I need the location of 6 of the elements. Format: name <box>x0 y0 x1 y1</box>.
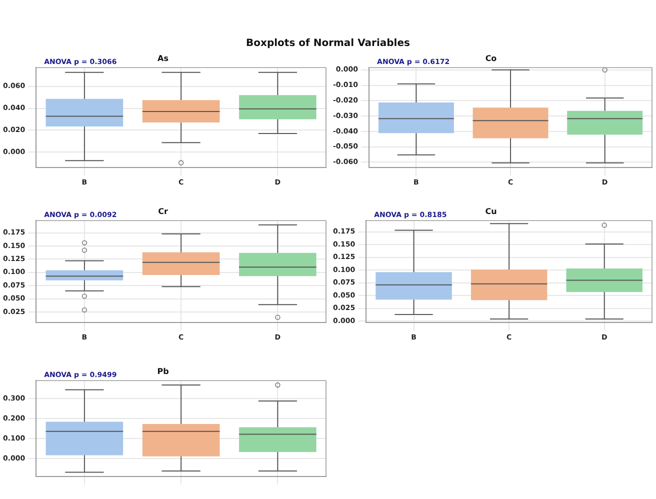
text: Boxplots of Normal Variables <box>245 38 411 49</box>
chart-title: Cr <box>158 206 168 216</box>
chart-title: Co <box>485 54 498 63</box>
chart-title: Pb <box>157 366 170 376</box>
chart-title: As <box>158 54 169 63</box>
chart-title: Cu <box>485 206 498 216</box>
